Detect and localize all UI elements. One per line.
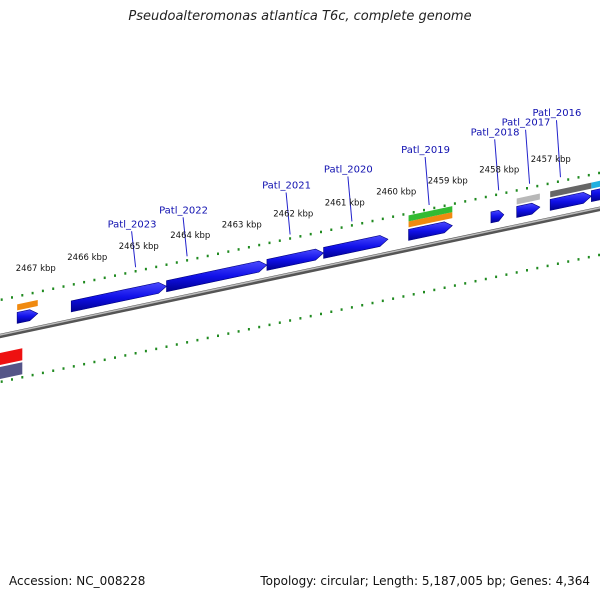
gene-arrow [490,209,505,224]
gene-label: Patl_2016 [532,108,581,119]
gene-arrow [323,235,389,259]
scale-label: 2465 kbp [119,242,159,252]
gene-label-leader [525,129,531,184]
gene-arrow [70,282,168,313]
gene-arrow [166,260,268,293]
gene-arrow [266,248,325,271]
feature-band [0,348,23,366]
gene-label-leader [347,176,353,222]
feature-band [17,299,38,311]
sequence-backbone [0,206,600,339]
gene-arrow [516,202,541,218]
scale-label: 2464 kbp [170,231,210,241]
gene-label-leader [555,120,561,178]
gene-label: Patl_2019 [401,145,450,156]
scale-label: 2458 kbp [479,166,519,176]
forward-genes [16,188,600,324]
feature-band [408,206,453,222]
scale-label: 2462 kbp [273,209,313,219]
gene-label-leader [182,217,188,257]
scale-label: 2466 kbp [67,253,107,263]
gene-arrow [591,188,600,202]
accession-label: Accession: NC_008228 [9,574,146,588]
gene-label-leader [494,139,500,191]
genome-summary: Topology: circular; Length: 5,187,005 bp… [260,574,590,588]
scale-label: 2467 kbp [16,264,56,274]
feature-band [591,180,600,189]
scale-label: 2461 kbp [325,198,365,208]
genome-title: Pseudoalteromonas atlantica T6c, complet… [128,9,472,24]
scale-labels: 2467 kbp 2466 kbp 2465 kbp 2464 kbp 2463 kbp… [16,155,571,274]
gene-label-leader [131,231,137,268]
gene-arrow [549,192,592,211]
gene-label: Patl_2022 [159,205,208,216]
gene-label: Patl_2018 [471,127,520,138]
feature-band [550,182,592,198]
feature-band [0,362,23,380]
feature-band [516,193,540,205]
scale-ticks [0,171,600,383]
feature-band [408,212,453,228]
gene-label: Patl_2020 [324,164,373,175]
gene-label: Patl_2021 [262,180,311,191]
gene-label-leader [424,156,430,206]
feature-bands [0,180,600,380]
gene-label: Patl_2017 [502,118,551,129]
scale-label: 2460 kbp [376,188,416,198]
gene-arrow [16,309,39,324]
scale-label: 2459 kbp [428,177,468,187]
scale-label: 2457 kbp [531,155,571,165]
scale-label: 2463 kbp [222,220,262,230]
gene-label: Patl_2023 [108,219,157,230]
gene-arrow [408,221,453,241]
gene-label-leader [285,192,291,235]
